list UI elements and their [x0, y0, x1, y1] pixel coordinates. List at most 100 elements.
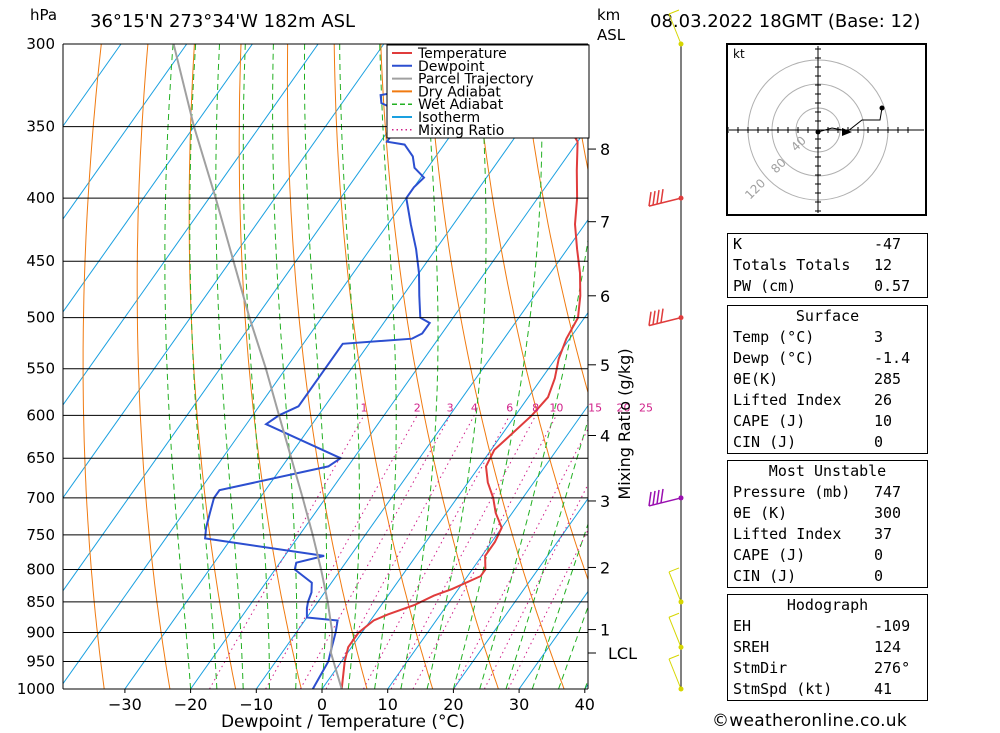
isotherm-line: [63, 44, 319, 406]
wet-adiabat-line: [164, 44, 192, 689]
hodograph-row: StmSpd (kt) 41: [733, 680, 893, 698]
pressure-tick-label: 750: [26, 526, 55, 544]
km-tick-label: 3: [600, 492, 610, 511]
wet-adiabat-line: [400, 44, 439, 689]
isotherm-line: [63, 44, 385, 499]
dry-adiabat-line: [940, 44, 1000, 689]
surface-row: CIN (J) 0: [733, 433, 884, 451]
km-label: km: [597, 6, 620, 24]
parcel-trajectory-line: [172, 44, 343, 689]
x-tick-label: −10: [239, 695, 273, 714]
legend-entry-label: Temperature: [417, 46, 507, 62]
pressure-tick-label: 900: [26, 624, 55, 642]
wind-barb-flag: [668, 567, 680, 573]
mixing-ratio-label: 25: [639, 401, 653, 414]
hodograph-table: Hodograph EH -109 SREH 124 StmDir 276° StmS…: [727, 594, 928, 701]
wind-barb-flag: [668, 612, 680, 618]
wind-barb-flag: [648, 192, 652, 207]
surface-row: Dewp (°C) -1.4: [733, 349, 911, 367]
k-index-row: K -47: [733, 235, 902, 253]
isotherm-line: [387, 404, 588, 689]
indices-table: K -47 Totals Totals 12 PW (cm) 0.57: [727, 233, 928, 298]
isotherm-line: [452, 497, 588, 689]
pressure-tick-label: 700: [26, 489, 55, 507]
legend-entry-label: Dewpoint: [418, 59, 485, 75]
hodograph-trace: [817, 107, 883, 133]
asl-label: ASL: [597, 26, 626, 44]
surface-row: CAPE (J) 10: [733, 412, 893, 430]
isotherm-line: [321, 311, 588, 689]
storm-motion-marker: [842, 128, 852, 136]
dry-adiabat-line: [136, 44, 171, 689]
wind-barb-flag: [660, 189, 664, 204]
dry-adiabat-line: [986, 44, 1000, 689]
temperature-line: [340, 44, 582, 689]
pressure-tick-label: 450: [26, 252, 55, 270]
dry-adiabat-line: [82, 44, 105, 689]
wind-barb-staff: [668, 13, 682, 45]
x-tick-label: −30: [108, 695, 142, 714]
x-tick-label: −20: [174, 695, 208, 714]
most-unstable-row: θE (K) 300: [733, 504, 902, 522]
mixing-ratio-line: [453, 427, 588, 689]
mixing-ratio-line: [265, 415, 418, 689]
dry-adiabat-line: [520, 44, 588, 395]
pressure-tick-label: 650: [26, 449, 55, 467]
surface-row: θE(K) 285: [733, 370, 902, 388]
dry-adiabat-line: [188, 44, 237, 689]
wind-barb-staff: [668, 571, 682, 603]
x-tick-label: 40: [575, 695, 595, 714]
km-tick-label: 5: [600, 356, 610, 375]
wet-adiabat-line: [452, 44, 543, 689]
datetime-label: 08.03.2022 18GMT (Base: 12): [650, 11, 920, 32]
km-tick-label: 4: [600, 426, 610, 445]
wet-adiabat-line: [505, 418, 588, 689]
isotherm-line: [63, 44, 188, 220]
x-tick-label: 30: [509, 695, 529, 714]
hodograph-start-point: [815, 129, 821, 135]
isotherm-line: [63, 44, 122, 127]
legend-entry-label: Parcel Trajectory: [418, 72, 534, 88]
wet-adiabat-line: [558, 605, 588, 689]
location-label: 36°15'N 273°34'W 182m ASL: [90, 11, 355, 32]
dry-adiabat-line: [426, 44, 565, 689]
lcl-label: LCL: [608, 644, 637, 663]
wind-barb-flag: [648, 491, 652, 507]
dry-adiabat-line: [238, 44, 302, 689]
most-unstable-row: Lifted Index 37: [733, 525, 893, 543]
hodograph-title: Hodograph: [786, 596, 869, 614]
hodograph-row: EH -109: [733, 617, 911, 635]
x-tick-label: 20: [443, 695, 463, 714]
pressure-tick-label: 350: [26, 118, 55, 136]
pressure-tick-label: 600: [26, 406, 55, 424]
km-tick-label: 2: [600, 558, 610, 577]
x-tick-label: 0: [317, 695, 327, 714]
hpa-label: hPa: [30, 6, 57, 24]
wet-adiabat-line: [272, 44, 298, 689]
wind-barb-flag: [656, 309, 660, 324]
wind-barb-flag: [652, 310, 656, 325]
wind-barb-flag: [660, 308, 664, 323]
x-tick-label: 10: [378, 695, 398, 714]
hodograph-row: SREH 124: [733, 638, 902, 656]
pressure-tick-label: 950: [26, 653, 55, 671]
mixing-ratio-label: 4: [471, 401, 478, 414]
mixing-ratio-line: [412, 415, 557, 689]
most-unstable-table: Most Unstable Pressure (mb) 747 θE (K) 300…: [727, 460, 928, 588]
isotherm-line: [255, 218, 588, 689]
surface-title: Surface: [795, 307, 860, 325]
legend-entry-label: Wet Adiabat: [418, 97, 504, 113]
pressure-tick-label: 850: [26, 593, 55, 611]
mixing-ratio-label: 3: [447, 401, 454, 414]
surface-row: Temp (°C) 3: [733, 328, 884, 346]
surface-table: Surface Temp (°C) 3 Dewp (°C) -1.4 θE(K) 28…: [727, 305, 928, 454]
wind-barb-flag: [656, 190, 660, 205]
wind-barb-staff: [668, 617, 682, 648]
dry-adiabat-line: [380, 44, 499, 689]
pressure-tick-label: 800: [26, 560, 55, 578]
mixing-ratio-label: 8: [532, 401, 539, 414]
isotherm-line: [63, 44, 516, 685]
wind-barb-flag: [656, 489, 660, 505]
surface-row: Lifted Index 26: [733, 391, 893, 409]
